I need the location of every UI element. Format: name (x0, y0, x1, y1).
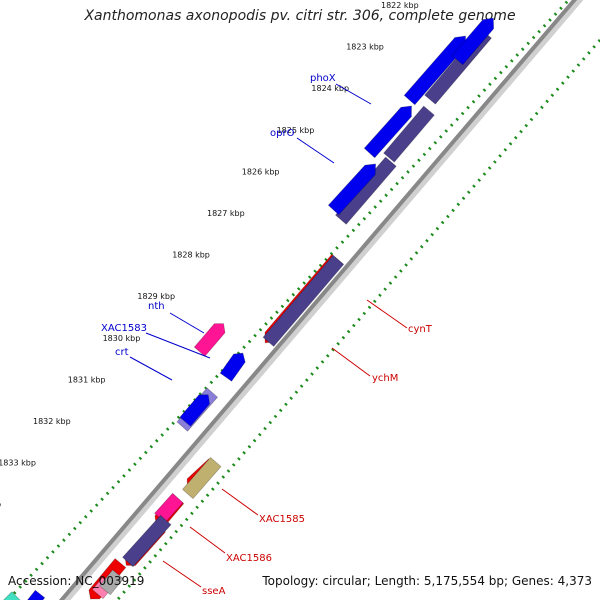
accession-text: Accession: NC_003919 (8, 574, 145, 588)
backbone (58, 0, 578, 600)
gene-block-blue (327, 163, 377, 216)
gene-label-crt: crt (115, 347, 129, 358)
gene-label-cynt: cynT (408, 324, 433, 335)
tick-label-1834: 1834 kbp (0, 500, 1, 509)
gene-label-opro: oprO (270, 128, 295, 139)
leader-line-xac1586 (189, 526, 226, 554)
gene-block-blue (219, 352, 246, 382)
tick-label-1832: 1832 kbp (33, 417, 71, 426)
gene-block-magenta (154, 492, 184, 524)
outer-tick-dotted-line (6, 0, 571, 600)
gene-block-blue (179, 394, 211, 427)
tick-label-1823: 1823 kbp (346, 43, 384, 52)
gene-block-navy (383, 105, 435, 163)
gene-block-gray (99, 569, 124, 596)
tick-label-1825: 1825 kbp (277, 126, 315, 135)
leader-line-xac1585 (221, 488, 259, 516)
leader-line-ssea (162, 560, 202, 588)
gene-label-ychm: ychM (372, 373, 398, 384)
gene-block-magenta (193, 323, 226, 357)
gene-block-navy (335, 156, 397, 225)
leader-line-nth (169, 312, 205, 334)
gene-block-blue (451, 17, 495, 66)
gene-block-blue (363, 105, 412, 159)
gene-label-phox: phoX (310, 73, 336, 84)
tick-label-1833: 1833 kbp (0, 459, 36, 468)
gene-label-nth: nth (148, 301, 165, 312)
gene-block-olive (181, 456, 222, 500)
tick-label-1829: 1829 kbp (137, 292, 175, 301)
leader-line-crt (129, 356, 173, 381)
tick-label-1824: 1824 kbp (311, 84, 349, 93)
genome-title: Xanthomonas axonopodis pv. citri str. 30… (84, 8, 516, 24)
backbone-shadow (62, 0, 584, 600)
tick-label-1828: 1828 kbp (172, 251, 210, 260)
gene-label-xac1583: XAC1583 (101, 323, 147, 334)
gene-label-xac1586: XAC1586 (226, 553, 272, 564)
leader-line-phox (335, 83, 372, 105)
leader-line-cynt (366, 299, 408, 329)
gene-label-ssea: sseA (202, 586, 226, 597)
leader-line-opro (296, 137, 335, 164)
gene-block-navy (262, 254, 345, 347)
tick-label-1827: 1827 kbp (207, 209, 245, 218)
inner-tick-dotted-line (115, 39, 600, 600)
tick-label-1822: 1822 kbp (381, 1, 419, 10)
leader-line-xac1583 (145, 332, 211, 359)
gene-block-blue (27, 589, 46, 600)
gene-block-cyan (3, 591, 21, 600)
tick-label-1831: 1831 kbp (68, 375, 106, 384)
tick-label-1826: 1826 kbp (242, 167, 280, 176)
topology-text: Topology: circular; Length: 5,175,554 bp… (262, 574, 592, 588)
gene-block-navy (122, 514, 172, 568)
gene-label-xac1585: XAC1585 (259, 514, 305, 525)
tick-label-1830: 1830 kbp (103, 334, 141, 343)
leader-line-ychm (331, 347, 371, 377)
